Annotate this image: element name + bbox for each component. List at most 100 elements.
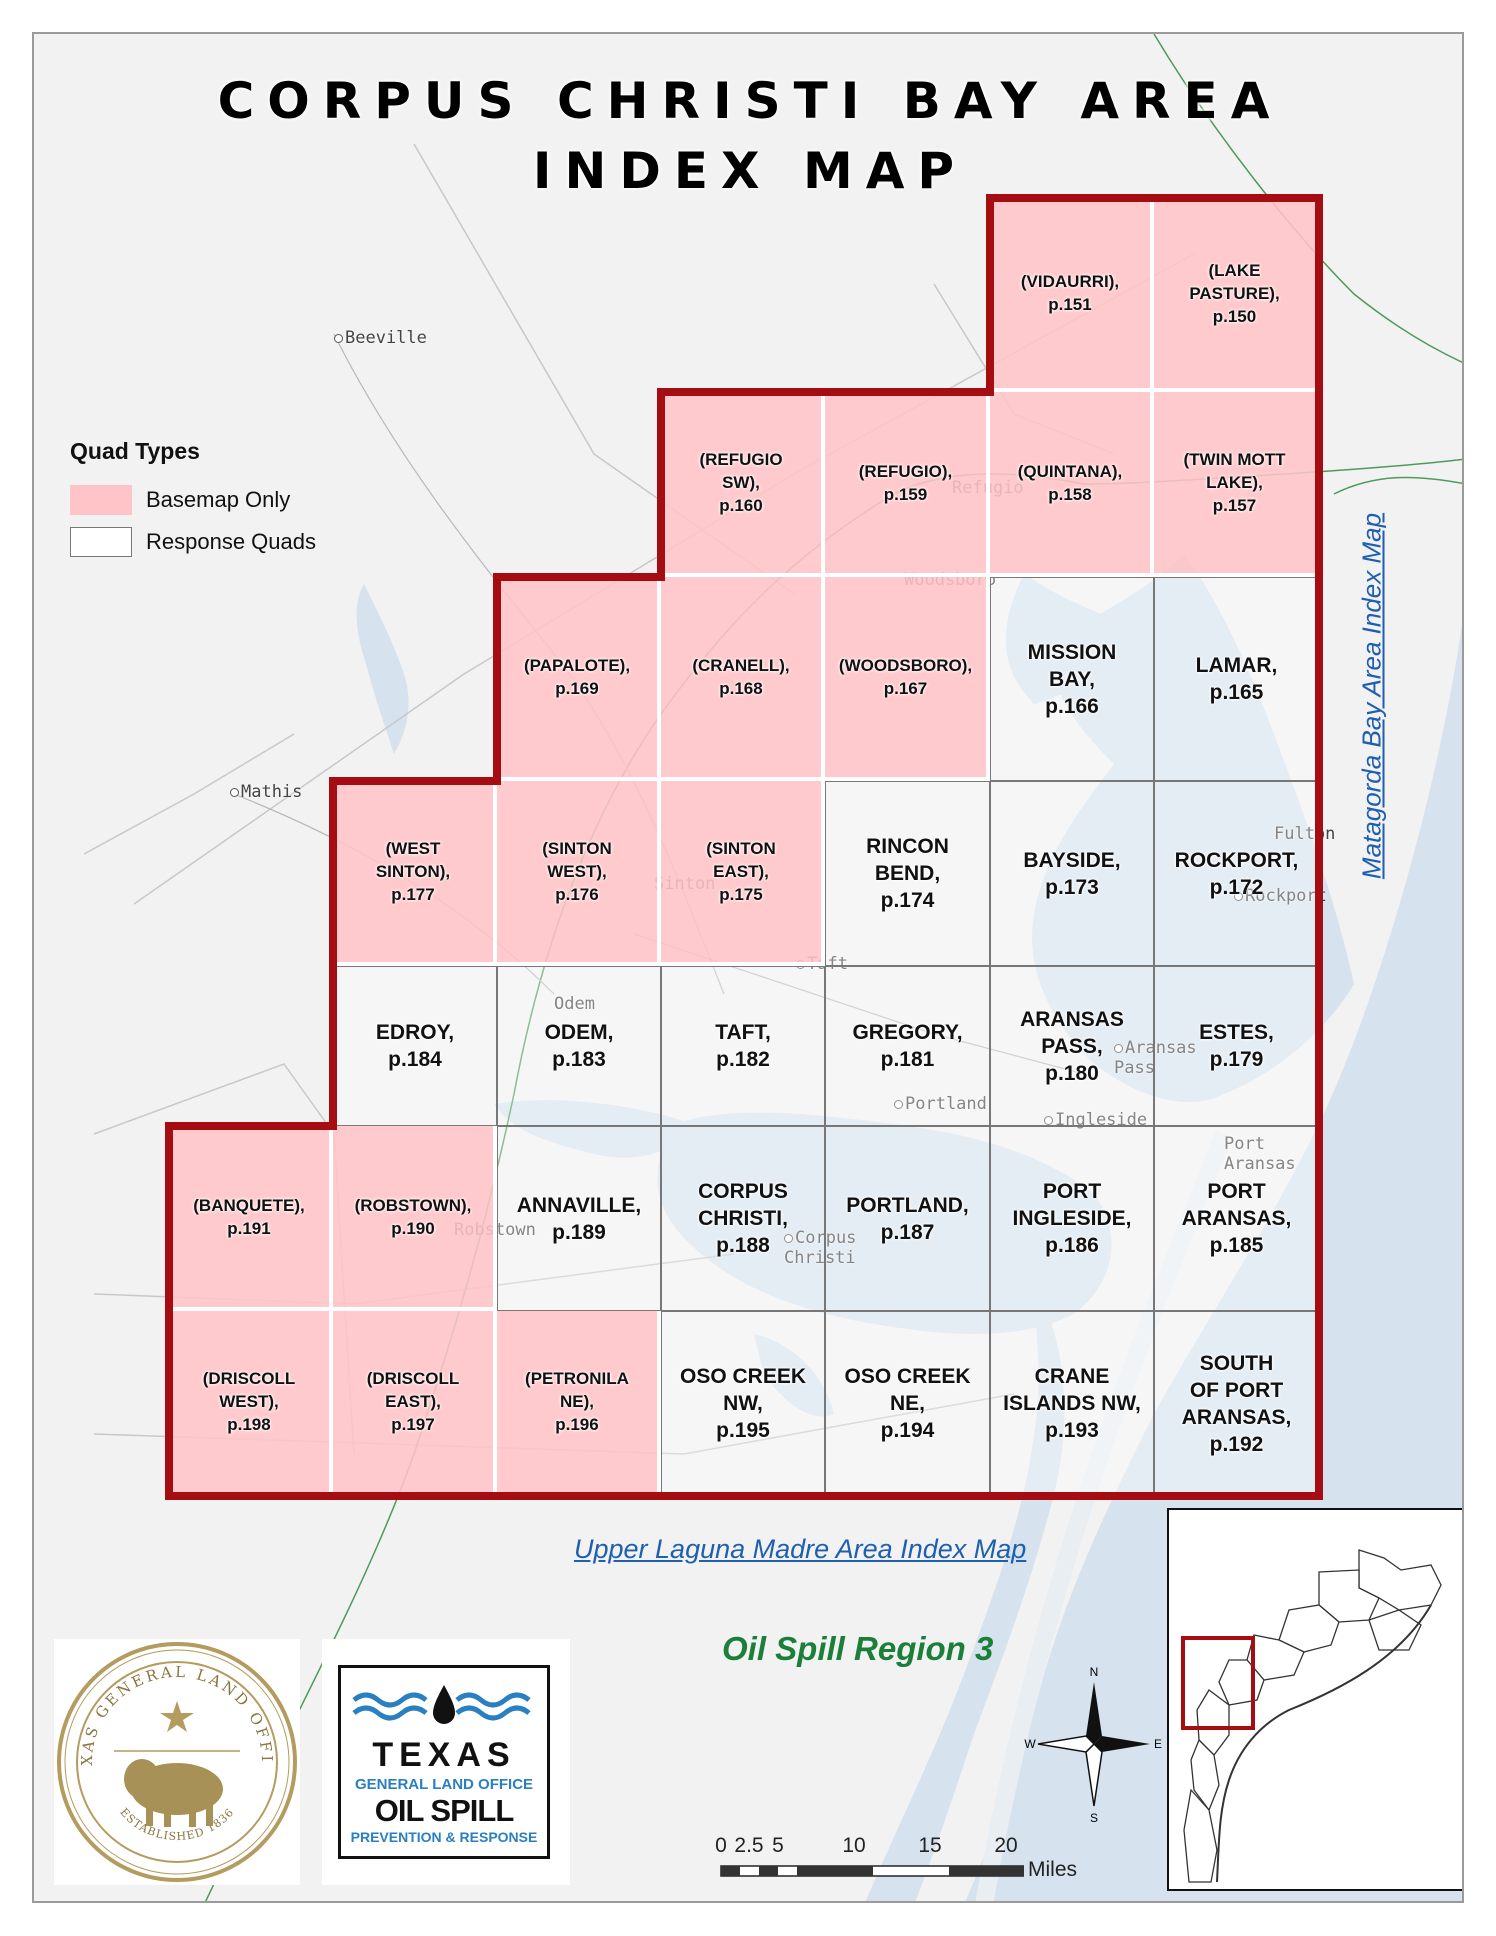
quad-p192[interactable]: SOUTH OF PORT ARANSAS, p.192 — [1154, 1311, 1319, 1496]
map-title-line-2: INDEX MAP — [532, 142, 968, 200]
map-frame: CORPUS CHRISTI BAY AREA INDEX MAP Beevil… — [32, 32, 1464, 1903]
legend-label-response: Response Quads — [146, 529, 316, 554]
texas-coast-outline — [1181, 1549, 1442, 1883]
glo-seal: TEXAS GENERAL LAND OFFICE ESTABLISHED 18… — [47, 1625, 300, 1885]
quad-label: LAMAR, p.165 — [1195, 654, 1278, 704]
quad-label: BAYSIDE, p.173 — [1023, 848, 1121, 899]
quad-p165[interactable]: LAMAR, p.165 — [1154, 577, 1319, 781]
quad-p168[interactable]: (CRANELL), p.168 — [661, 577, 825, 781]
oil-spill-logo-box: TEXAS GENERAL LAND OFFICE OIL SPILL PREV… — [338, 1665, 550, 1859]
scale-bar: 0 2.5 5 10 15 20 Miles — [684, 1834, 1104, 1894]
quad-label: (LAKE PASTURE), p.150 — [1189, 260, 1280, 326]
scale-tick-label: 15 — [918, 1834, 942, 1857]
compass-n: N — [1090, 1665, 1099, 1679]
quad-p186[interactable]: PORT INGLESIDE, p.186 — [990, 1126, 1154, 1311]
scale-tick-label: 0 — [715, 1834, 727, 1857]
quad-label: (WOODSBORO), p.167 — [838, 656, 973, 698]
quad-label: RINCON BEND, p.174 — [866, 835, 949, 912]
legend-label-basemap: Basemap Only — [146, 487, 291, 512]
quad-p167[interactable]: (WOODSBORO), p.167 — [825, 577, 990, 781]
quad-p176[interactable]: (SINTON WEST), p.176 — [497, 781, 661, 966]
legend-swatch-response — [70, 527, 132, 557]
quad-p196[interactable]: (PETRONILA NE), p.196 — [497, 1311, 661, 1496]
scale-bar-graphic — [720, 1865, 1024, 1877]
quad-label: ANNAVILLE, p.189 — [516, 1193, 642, 1244]
quad-p188[interactable]: CORPUS CHRISTI, p.188 — [661, 1126, 825, 1311]
quad-p189[interactable]: ANNAVILLE, p.189 — [497, 1126, 661, 1311]
logo-oil-spill: OIL SPILL — [374, 1793, 515, 1828]
quad-p158[interactable]: (QUINTANA), p.158 — [990, 392, 1154, 577]
quad-p197[interactable]: (DRISCOLL EAST), p.197 — [333, 1311, 497, 1496]
quad-p190[interactable]: (ROBSTOWN), p.190 — [333, 1126, 497, 1311]
quad-p166[interactable]: MISSION BAY, p.166 — [990, 577, 1154, 781]
quad-p187[interactable]: PORTLAND, p.187 — [825, 1126, 990, 1311]
quad-label: GREGORY, p.181 — [852, 1021, 963, 1071]
quad-label: (ROBSTOWN), p.190 — [354, 1195, 472, 1238]
quad-label: ARANSAS PASS, p.180 — [1020, 1007, 1124, 1085]
map-title-line-1: CORPUS CHRISTI BAY AREA — [217, 72, 1283, 130]
north-arrow: N S W E — [1024, 1664, 1164, 1825]
quad-p182[interactable]: TAFT, p.182 — [661, 966, 825, 1126]
quad-label: CRANE ISLANDS NW, p.193 — [1003, 1365, 1141, 1442]
quad-p193[interactable]: CRANE ISLANDS NW, p.193 — [990, 1311, 1154, 1496]
quad-p177[interactable]: (WEST SINTON), p.177 — [333, 781, 497, 966]
quad-p159[interactable]: (REFUGIO), p.159 — [825, 392, 990, 577]
logo-glo: GENERAL LAND OFFICE — [354, 1776, 534, 1793]
quad-p198[interactable]: (DRISCOLL WEST), p.198 — [169, 1311, 333, 1496]
scale-tick-label: 5 — [772, 1834, 784, 1857]
quad-label: (REFUGIO SW), p.160 — [699, 450, 783, 515]
quad-label: ODEM, p.183 — [544, 1021, 614, 1071]
compass-w: W — [1024, 1737, 1036, 1751]
quad-label: OSO CREEK NE, p.194 — [844, 1365, 971, 1442]
quad-label: (WEST SINTON), p.177 — [375, 839, 451, 904]
quad-p181[interactable]: GREGORY, p.181 — [825, 966, 990, 1126]
quad-p185[interactable]: PORT ARANSAS, p.185 — [1154, 1126, 1319, 1311]
region-label: Oil Spill Region 3 — [722, 1630, 994, 1667]
quad-label: CORPUS CHRISTI, p.188 — [698, 1180, 788, 1257]
matagorda-bay-index-link[interactable]: Matagorda Bay Area Index Map — [1356, 512, 1387, 880]
quad-label: OSO CREEK NW, p.195 — [679, 1365, 807, 1442]
quad-p150[interactable]: (LAKE PASTURE), p.150 — [1154, 198, 1319, 392]
quad-label: (DRISCOLL WEST), p.198 — [202, 1369, 296, 1434]
quad-p157[interactable]: (TWIN MOTT LAKE), p.157 — [1154, 392, 1319, 577]
quad-p179[interactable]: ESTES, p.179 — [1154, 966, 1319, 1126]
quad-label: ROCKPORT, p.172 — [1174, 848, 1299, 899]
bison-icon — [124, 1759, 223, 1827]
quad-p151[interactable]: (VIDAURRI), p.151 — [990, 198, 1154, 392]
quad-label: MISSION BAY, p.166 — [1027, 640, 1117, 718]
quad-label: (SINTON WEST), p.176 — [542, 839, 612, 904]
quad-p183[interactable]: ODEM, p.183 — [497, 966, 661, 1126]
quad-p180[interactable]: ARANSAS PASS, p.180 — [990, 966, 1154, 1126]
quad-label: EDROY, p.184 — [375, 1021, 455, 1071]
quad-p174[interactable]: RINCON BEND, p.174 — [825, 781, 990, 966]
inset-extent-box — [1181, 1636, 1255, 1730]
legend-item-basemap: Basemap Only — [70, 479, 316, 521]
scale-tick-label: 2.5 — [734, 1834, 764, 1857]
logo-prevention: PREVENTION & RESPONSE — [350, 1829, 538, 1845]
quad-label: (PETRONILA NE), p.196 — [525, 1369, 629, 1434]
quad-label: (TWIN MOTT LAKE), p.157 — [1183, 450, 1286, 515]
quad-label: (DRISCOLL EAST), p.197 — [366, 1369, 460, 1434]
quad-label: PORT INGLESIDE, p.186 — [1012, 1180, 1132, 1257]
legend-swatch-basemap — [70, 485, 132, 515]
scale-unit: Miles — [1028, 1858, 1078, 1881]
logo-texas: TEXAS — [372, 1736, 516, 1774]
quad-p169[interactable]: (PAPALOTE), p.169 — [497, 577, 661, 781]
quad-p191[interactable]: (BANQUETE), p.191 — [169, 1126, 333, 1311]
quad-p172[interactable]: ROCKPORT, p.172 — [1154, 781, 1319, 966]
quad-p194[interactable]: OSO CREEK NE, p.194 — [825, 1311, 990, 1496]
compass-s: S — [1090, 1811, 1098, 1824]
quad-label: (CRANELL), p.168 — [692, 656, 790, 698]
upper-laguna-madre-index-link[interactable]: Upper Laguna Madre Area Index Map — [574, 1534, 1027, 1564]
waves-icon — [352, 1685, 531, 1724]
quad-label: TAFT, p.182 — [715, 1021, 771, 1071]
quad-label: (REFUGIO), p.159 — [858, 461, 953, 504]
compass-icon: N S W E — [1024, 1665, 1162, 1825]
quad-p175[interactable]: (SINTON EAST), p.175 — [661, 781, 825, 966]
quad-p173[interactable]: BAYSIDE, p.173 — [990, 781, 1154, 966]
quad-p160[interactable]: (REFUGIO SW), p.160 — [661, 392, 825, 577]
quad-label: PORT ARANSAS, p.185 — [1181, 1180, 1292, 1257]
quad-p195[interactable]: OSO CREEK NW, p.195 — [661, 1311, 825, 1496]
legend: Quad Types Basemap Only Response Quads — [70, 438, 316, 563]
quad-p184[interactable]: EDROY, p.184 — [333, 966, 497, 1126]
